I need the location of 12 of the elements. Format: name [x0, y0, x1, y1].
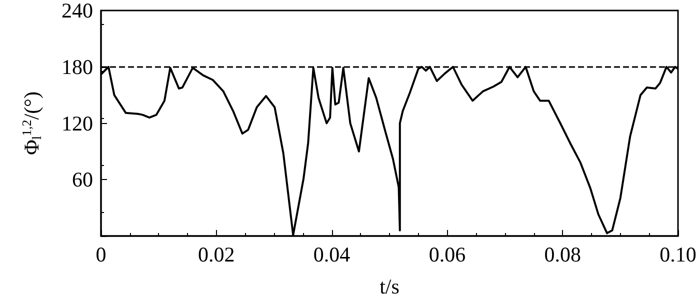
y-tick-label: 120 [62, 111, 93, 136]
y-tick-label: 240 [62, 0, 93, 22]
x-tick-label: 0 [96, 242, 106, 266]
x-tick-label: 0.10 [660, 242, 696, 266]
y-tick-label: 60 [72, 168, 93, 192]
y-axis-title: Φl1,2/(°) [19, 92, 44, 155]
x-tick-label: 0.08 [544, 242, 581, 266]
x-axis-title: t/s [380, 274, 400, 298]
x-tick-label: 0.02 [198, 242, 235, 266]
x-tick-label: 0.06 [428, 242, 466, 266]
x-tick-label: 0.04 [313, 242, 351, 266]
y-tick-label: 180 [62, 54, 93, 79]
